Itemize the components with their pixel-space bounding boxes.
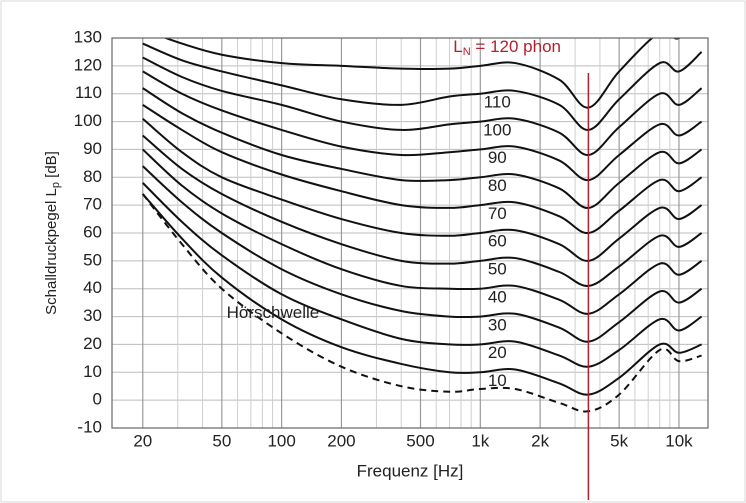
y-tick-label: 10 xyxy=(83,362,102,381)
threshold-label: Hörschwelle xyxy=(227,303,320,322)
x-tick-label: 20 xyxy=(133,431,152,450)
x-tick-label: 500 xyxy=(406,431,434,450)
y-label-rest: [dB] xyxy=(43,151,60,182)
curve xyxy=(142,134,703,287)
curve-label: 70 xyxy=(488,204,507,223)
curve-label: LN = 120 phon xyxy=(453,37,561,57)
curve-label: 30 xyxy=(488,315,507,334)
curve-label: 40 xyxy=(488,287,507,306)
y-label-text: Schalldruckpegel L xyxy=(43,188,60,315)
x-tick-label: 2k xyxy=(531,431,549,450)
y-tick-label: 50 xyxy=(83,250,102,269)
x-tick-label: 5k xyxy=(610,431,628,450)
curve xyxy=(142,118,703,262)
curve xyxy=(142,193,702,396)
curve xyxy=(142,104,703,235)
y-tick-label: -10 xyxy=(77,417,102,436)
y-tick-label: 130 xyxy=(74,27,102,46)
curve xyxy=(142,148,703,315)
y-axis-label: Schalldruckpegel Lp [dB] xyxy=(43,151,62,315)
x-tick-label: 200 xyxy=(327,431,355,450)
y-label-sub: p xyxy=(50,182,62,188)
curve xyxy=(142,182,703,368)
curve-label: 90 xyxy=(488,148,507,167)
label-rest: = 120 phon xyxy=(471,37,561,56)
y-tick-label: 20 xyxy=(83,334,102,353)
curve xyxy=(142,87,703,209)
x-tick-label: 10k xyxy=(665,431,693,450)
labels: -10 0 10 20 30 40 50 60 70 80 90 100 110 120 130 20 50 10… xyxy=(74,27,694,450)
curve xyxy=(142,42,703,131)
y-tick-label: 90 xyxy=(83,139,102,158)
y-tick-label: 60 xyxy=(83,222,102,241)
curve-label: 50 xyxy=(488,260,507,279)
curve-label: 10 xyxy=(488,371,507,390)
y-tick-label: 70 xyxy=(83,195,102,214)
curve-label: 60 xyxy=(488,232,507,251)
curve-label: 110 xyxy=(484,92,511,111)
curve xyxy=(141,193,702,413)
curve xyxy=(142,70,703,182)
x-tick-label: 50 xyxy=(212,431,231,450)
label-main: L xyxy=(453,37,462,56)
y-tick-label: 100 xyxy=(74,111,102,130)
plot-border xyxy=(111,37,709,429)
curve-label: 100 xyxy=(483,120,511,139)
label-sub: N xyxy=(463,46,471,58)
x-tick-label: 1k xyxy=(471,431,489,450)
x-tick-label: 100 xyxy=(267,431,295,450)
curve-label: 20 xyxy=(488,343,507,362)
y-tick-label: 110 xyxy=(75,83,102,102)
y-tick-label: 0 xyxy=(93,390,102,409)
y-tick-label: 120 xyxy=(74,55,102,74)
curves xyxy=(141,38,703,413)
y-tick-label: 40 xyxy=(83,278,102,297)
y-tick-label: 30 xyxy=(83,306,102,325)
x-axis-label: Frequenz [Hz] xyxy=(357,461,464,480)
curve xyxy=(162,38,681,109)
curve xyxy=(142,165,703,343)
y-tick-label: 80 xyxy=(83,167,102,186)
curve xyxy=(142,56,703,156)
curve-label: 80 xyxy=(488,176,507,195)
